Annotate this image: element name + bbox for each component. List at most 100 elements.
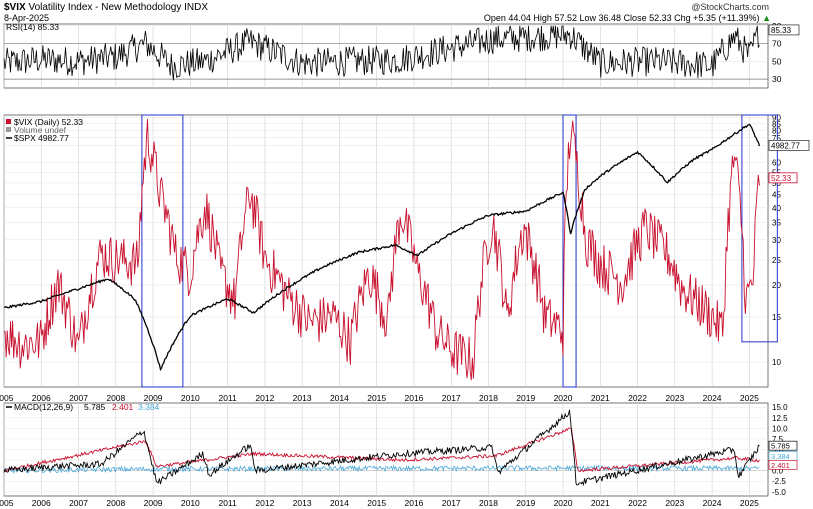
macd-histogram-line [3, 464, 760, 474]
macd-legend-signal: 2.401 [112, 402, 134, 412]
spx-last-value-tag: 4982.77 [771, 141, 800, 150]
high-value: 57.52 [554, 13, 577, 23]
main-y-tick-label: 15 [772, 313, 781, 322]
x-tick-label-upper: 2021 [591, 393, 610, 403]
x-tick-label-upper: 2006 [32, 393, 51, 403]
x-tick-label-upper: 2008 [106, 393, 125, 403]
macd-last-value-tag-box [768, 440, 798, 451]
x-tick-label-lower: 2023 [665, 498, 684, 508]
x-tick-label-upper: 2014 [330, 393, 349, 403]
x-tick-label-lower: 2010 [181, 498, 200, 508]
close-label: Close [623, 13, 647, 23]
main-y-tick-label: 75 [772, 134, 781, 143]
high-label: High [533, 13, 552, 23]
x-tick-label-upper: 2012 [255, 393, 274, 403]
rsi-line [3, 25, 760, 81]
x-tick-label-lower: 2018 [479, 498, 498, 508]
macd-y-tick-label: 7.5 [772, 435, 784, 444]
macd-last-value-tag: 3.384 [771, 452, 790, 461]
volume-legend: Volume undef [14, 125, 67, 135]
vix-legend-swatch [6, 119, 11, 124]
main-y-tick-label: 20 [772, 281, 781, 290]
main-y-tick-label: 80 [772, 127, 781, 136]
macd-last-value-tag: 5.785 [771, 442, 790, 451]
low-label: Low [579, 13, 596, 23]
x-tick-label-upper: 2010 [181, 393, 200, 403]
main-y-tick-label: 45 [772, 191, 781, 200]
watermark: @StockCharts.com [691, 2, 769, 12]
x-tick-label-lower: 2022 [628, 498, 647, 508]
main-y-tick-label: 40 [772, 204, 781, 213]
x-tick-label-lower: 2011 [218, 498, 237, 508]
x-tick-label-upper: 2020 [554, 393, 573, 403]
x-tick-label-lower: 2024 [703, 498, 722, 508]
main-y-tick-label: 90 [772, 113, 781, 122]
x-tick-label-upper: 2018 [479, 393, 498, 403]
rsi-y-tick-label: 70 [772, 39, 782, 49]
ohlc-readout: Open 44.04 High 57.52 Low 36.48 Close 52… [484, 13, 771, 24]
macd-line [3, 409, 760, 487]
up-arrow-icon: ▲ [762, 13, 771, 23]
macd-signal-line [3, 427, 760, 473]
chg-label: Chg [674, 13, 691, 23]
volume-legend-swatch [6, 127, 11, 132]
vix-line [3, 119, 760, 381]
macd-last-value-tag: 2.401 [771, 461, 790, 470]
macd-y-tick-label: 15.0 [772, 403, 788, 412]
macd-last-value-tag-box [768, 459, 798, 470]
macd-y-tick-label: -5.0 [772, 488, 786, 497]
spx-last-value-tag-box [768, 140, 810, 151]
open-value: 44.04 [508, 13, 531, 23]
x-tick-label-lower: 2012 [255, 498, 274, 508]
symbol: $VIX [4, 2, 26, 13]
x-tick-label-upper: 2024 [703, 393, 722, 403]
x-tick-label-upper: 2005 [0, 393, 14, 403]
vix-last-value-tag-box [768, 172, 798, 184]
x-tick-label-lower: 2016 [404, 498, 423, 508]
x-tick-label-upper: 2019 [516, 393, 535, 403]
x-tick-label-lower: 2008 [106, 498, 125, 508]
x-tick-label-lower: 2014 [330, 498, 349, 508]
spx-legend: $SPX 4982.77 [14, 133, 69, 143]
x-tick-label-lower: 2007 [69, 498, 88, 508]
x-tick-label-lower: 2015 [367, 498, 386, 508]
chart-date: 8-Apr-2025 [4, 13, 50, 23]
main-y-tick-label: 60 [772, 159, 781, 168]
x-tick-label-upper: 2016 [404, 393, 423, 403]
x-tick-label-upper: 2023 [665, 393, 684, 403]
macd-legend-macd: 5.785 [84, 402, 106, 412]
close-value: 52.33 [649, 13, 672, 23]
rsi-last-value-tag-box [768, 24, 800, 36]
main-y-tick-label: 10 [772, 358, 781, 367]
x-tick-label-upper: 2009 [144, 393, 163, 403]
x-tick-label-upper: 2007 [69, 393, 88, 403]
x-tick-label-lower: 2021 [591, 498, 610, 508]
main-y-tick-label: 50 [772, 179, 781, 188]
x-tick-label-upper: 2011 [218, 393, 237, 403]
index-name: Volatility Index - New Methodology [28, 2, 182, 13]
rsi-legend: RSI(14) 85.33 [6, 22, 59, 32]
open-label: Open [483, 13, 506, 23]
exchange: INDX [184, 2, 209, 13]
x-tick-label-upper: 2025 [740, 393, 759, 403]
spx-line [3, 123, 761, 372]
macd-y-tick-label: 12.5 [772, 414, 788, 423]
x-tick-label-lower: 2020 [554, 498, 573, 508]
macd-legend-label: MACD(12,26,9) [14, 402, 73, 412]
x-tick-label-lower: 2009 [144, 498, 163, 508]
x-tick-label-upper: 2015 [367, 393, 386, 403]
highlight-box [562, 114, 577, 388]
main-y-tick-label: 85 [772, 120, 781, 129]
macd-y-tick-label: 0.0 [772, 467, 784, 476]
x-tick-label-lower: 2006 [32, 498, 51, 508]
macd-legend-histogram: 3.384 [138, 402, 160, 412]
rsi-last-value-tag: 85.33 [771, 26, 792, 35]
rsi-y-tick-label: 30 [772, 74, 782, 84]
x-tick-label-lower: 2017 [442, 498, 461, 508]
macd-y-tick-label: 10.0 [772, 424, 788, 433]
rsi-y-tick-label: 50 [772, 56, 782, 66]
x-tick-label-upper: 2022 [628, 393, 647, 403]
low-value: 36.48 [598, 13, 622, 23]
x-tick-label-upper: 2013 [293, 393, 312, 403]
